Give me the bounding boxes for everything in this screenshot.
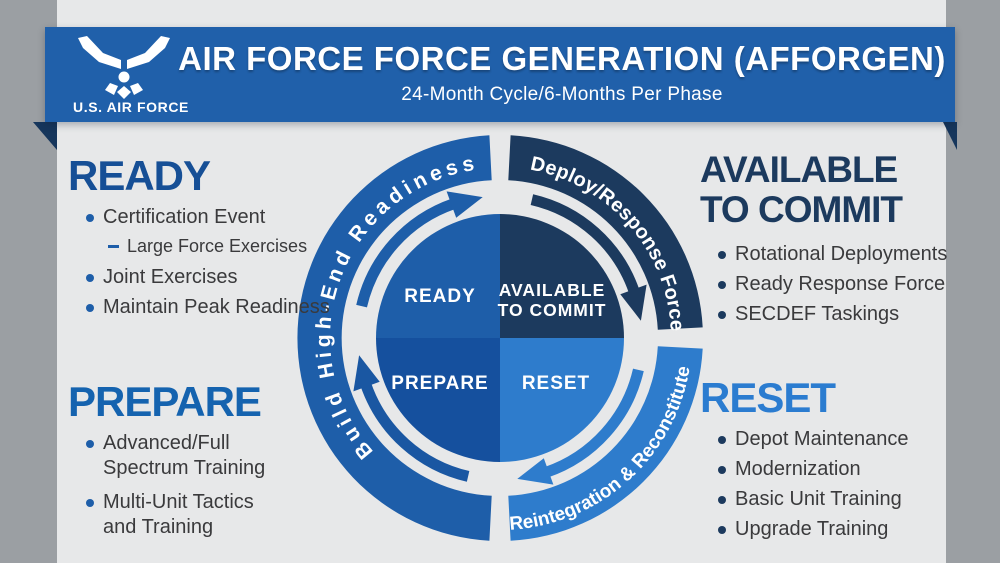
quadrant-reset-label: RESET (522, 373, 590, 394)
ring-segment-build (297, 135, 492, 541)
list-item: Joint Exercises (86, 265, 333, 290)
quadrant-ready-label: READY (404, 286, 476, 307)
quadrant-prepare (376, 338, 500, 462)
bullet-icon (718, 526, 726, 534)
list-item: Basic Unit Training (718, 487, 960, 512)
section-prepare: PREPARE Advanced/Full Spectrum Training … (68, 381, 333, 545)
bullet-icon (86, 214, 94, 222)
banner-right-fold (943, 122, 957, 150)
banner-left-fold (33, 122, 57, 150)
section-prepare-items: Advanced/Full Spectrum Training Multi-Un… (68, 431, 333, 540)
list-item: Rotational Deployments (718, 242, 960, 267)
list-item: Multi-Unit Tactics and Training (86, 490, 333, 540)
bullet-icon (718, 466, 726, 474)
banner-headline: AIR FORCE FORCE GENERATION (AFFORGEN) 24… (175, 40, 949, 106)
bullet-icon (718, 281, 726, 289)
bullet-icon (718, 496, 726, 504)
quadrant-available (500, 214, 624, 338)
list-item: Certification Event (86, 205, 333, 230)
section-available-to-commit: AVAILABLE TO COMMIT Rotational Deploymen… (700, 150, 960, 332)
section-ready-title: READY (68, 152, 211, 199)
right-gray-rail (946, 0, 1000, 563)
ring-segment-reintegration (508, 346, 703, 541)
list-item: SECDEF Taskings (718, 302, 960, 327)
section-reset: RESET Depot Maintenance Modernization Ba… (700, 377, 960, 547)
section-reset-title: RESET (700, 374, 836, 421)
section-ready-items: Certification Event Large Force Exercise… (68, 205, 333, 320)
header-banner: U.S. AIR FORCE AIR FORCE FORCE GENERATIO… (45, 27, 955, 122)
list-item: Modernization (718, 457, 960, 482)
quadrant-available-label-line2: TO COMMIT (498, 300, 607, 320)
section-ready: READY Certification Event Large Force Ex… (68, 155, 333, 325)
quadrant-available-label-line1: AVAILABLE (499, 280, 606, 300)
section-prepare-title: PREPARE (68, 378, 262, 425)
bullet-icon (86, 440, 94, 448)
bullet-icon (86, 304, 94, 312)
list-item: Upgrade Training (718, 517, 960, 542)
list-item: Advanced/Full Spectrum Training (86, 431, 333, 481)
bullet-icon (86, 274, 94, 282)
section-available-title: AVAILABLE TO COMMIT (700, 149, 903, 230)
quadrant-prepare-label: PREPARE (391, 373, 488, 394)
bullet-icon (718, 311, 726, 319)
ring-segment-deploy (508, 135, 703, 330)
page-title: AIR FORCE FORCE GENERATION (AFFORGEN) (178, 40, 946, 77)
bullet-icon (718, 251, 726, 259)
bullet-icon (86, 499, 94, 507)
list-item: Ready Response Force (718, 272, 960, 297)
page-subtitle: 24-Month Cycle/6-Months Per Phase (401, 84, 723, 105)
list-subitem: Large Force Exercises (108, 235, 333, 258)
section-available-items: Rotational Deployments Ready Response Fo… (700, 242, 960, 327)
bullet-icon (718, 436, 726, 444)
section-reset-items: Depot Maintenance Modernization Basic Un… (700, 427, 960, 542)
usaf-wordmark: U.S. AIR FORCE (73, 99, 189, 115)
dash-icon (108, 245, 119, 248)
quadrant-reset (500, 338, 624, 462)
quadrant-ready (376, 214, 500, 338)
usaf-wings-star-icon (78, 36, 170, 99)
list-item: Maintain Peak Readiness (86, 295, 333, 320)
usaf-logo: U.S. AIR FORCE (59, 30, 189, 120)
list-item: Depot Maintenance (718, 427, 960, 452)
